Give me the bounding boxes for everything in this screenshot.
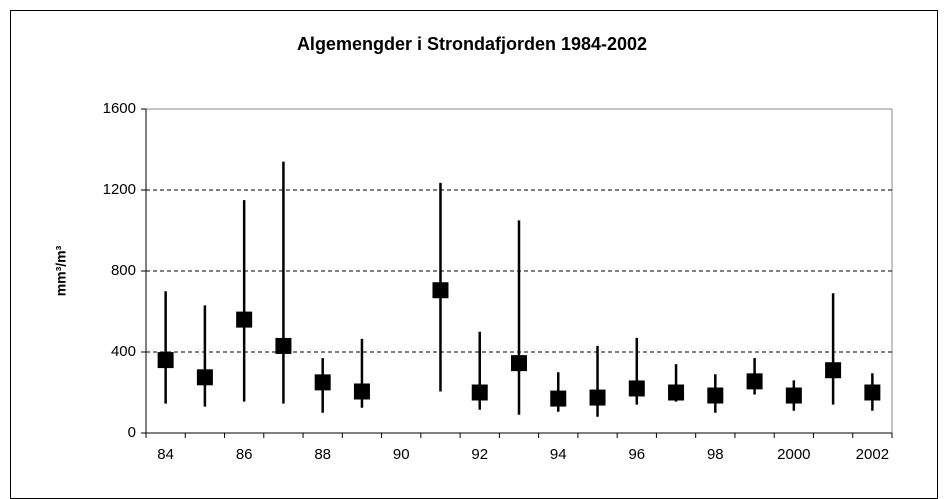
mean-marker: [353, 383, 370, 400]
y-axis-label: mm³/m³: [53, 245, 69, 296]
x-tick-label: 98: [707, 446, 724, 463]
x-tick-label: 92: [471, 446, 488, 463]
mean-marker: [196, 369, 213, 386]
y-tick-label: 400: [111, 343, 136, 360]
mean-marker: [668, 384, 685, 401]
x-tick-label: 94: [550, 446, 567, 463]
x-tick-label: 90: [393, 446, 410, 463]
mean-marker: [511, 355, 527, 372]
x-tick-label: 88: [314, 446, 331, 463]
mean-marker: [707, 387, 724, 404]
mean-marker: [236, 311, 253, 328]
mean-marker: [746, 373, 763, 390]
chart-title: Algemengder i Strondafjorden 1984-2002: [297, 34, 647, 54]
x-tick-label: 2000: [777, 446, 810, 463]
x-tick-label: 86: [236, 446, 253, 463]
x-tick-label: 84: [157, 446, 174, 463]
x-tick-label: 96: [628, 446, 645, 463]
y-tick-label: 800: [111, 262, 136, 279]
chart-border: [10, 10, 938, 499]
mean-marker: [589, 389, 606, 406]
x-tick-label: 2002: [856, 446, 889, 463]
mean-marker: [550, 390, 567, 407]
mean-marker: [432, 282, 449, 299]
y-tick-label: 1200: [103, 181, 136, 198]
mean-marker: [314, 374, 331, 391]
mean-marker: [275, 337, 292, 354]
y-tick-label: 1600: [103, 100, 136, 117]
mean-marker: [471, 384, 488, 401]
mean-marker: [825, 362, 842, 379]
mean-marker: [157, 352, 174, 369]
mean-marker: [864, 384, 881, 401]
y-tick-label: 0: [128, 424, 136, 441]
mean-marker: [628, 380, 645, 397]
mean-marker: [785, 387, 802, 404]
